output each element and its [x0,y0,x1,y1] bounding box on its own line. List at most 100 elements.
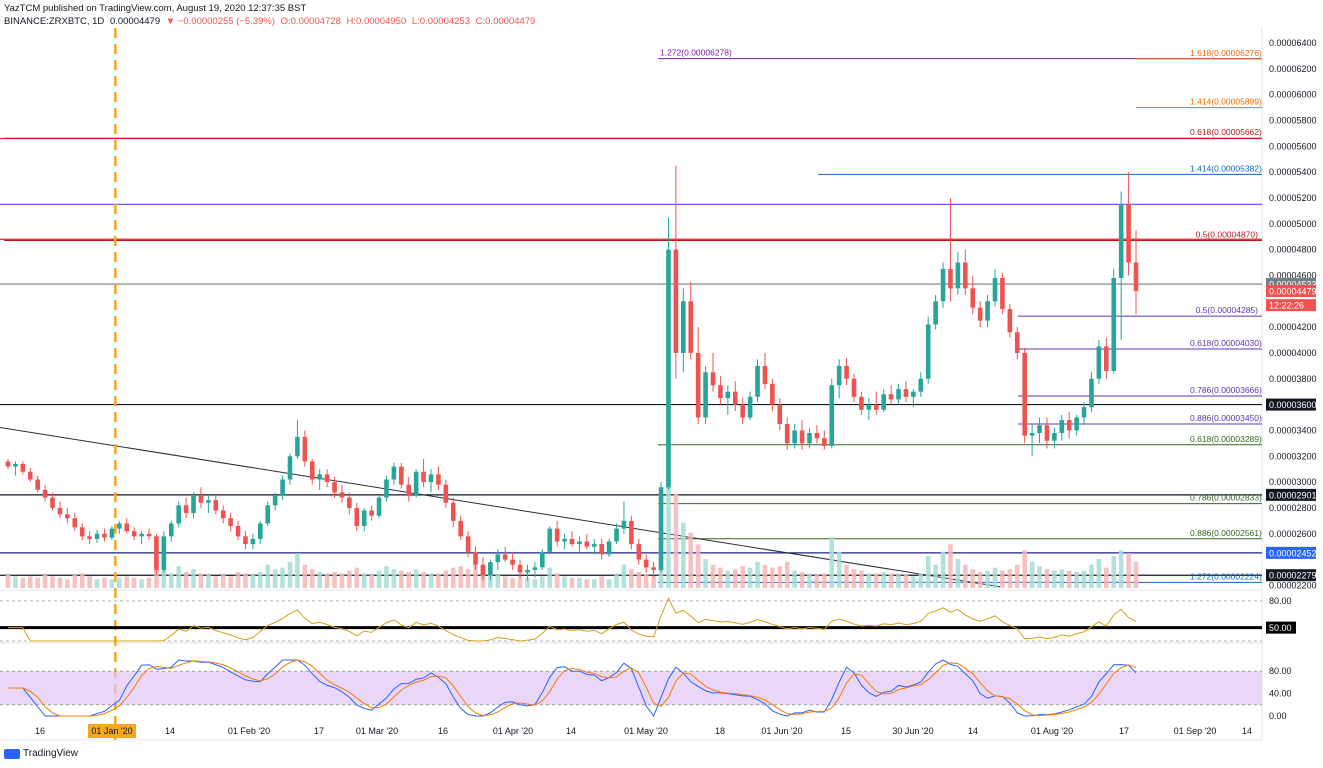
candle-body [651,567,656,570]
volume-bar [666,428,671,588]
candle-body [480,564,486,576]
candle-body [154,536,159,570]
volume-bar [421,572,426,588]
volume-bar [740,566,745,588]
candle-body [540,551,545,568]
volume-bar [50,576,55,588]
candle-body [822,438,827,446]
x-tick-label: 18 [715,726,725,736]
volume-bar [688,532,694,588]
volume-bar [725,570,731,588]
candle-body [955,262,961,289]
price-badge-bg [1266,546,1316,559]
volume-bar [213,576,219,588]
publisher-line: YazTCM published on TradingView.com, Aug… [4,3,307,14]
volume-bar [977,572,983,588]
candle-body [428,474,434,483]
volume-bar [681,522,686,588]
candle-body [317,474,322,480]
volume-bar [339,573,345,588]
volume-bar [317,572,322,588]
volume-bar [161,569,167,588]
x-tick-label: 14 [165,726,175,736]
candle-body [784,423,790,444]
volume-bar [1126,553,1131,588]
candle-body [584,541,590,547]
candle-body [361,510,367,526]
candle-body [102,533,107,538]
volume-bar [1000,570,1005,588]
volume-bar [94,579,100,588]
fib-level-label: 1.272(0.00006278) [660,48,732,58]
candle-body [72,518,78,528]
candle-body [502,554,508,560]
volume-bar [369,574,374,588]
candle-body [354,507,360,526]
symbol-label[interactable]: BINANCE:ZRXBTC, 1D [4,16,105,27]
candle-body [695,352,701,418]
volume-bar [859,570,864,588]
volume-bar [361,573,367,588]
price-badge-label: 0.00004479 [1269,287,1317,297]
volume-bar [13,576,18,588]
volume-bar [347,570,352,588]
candle-body [280,479,285,495]
candle-body [399,466,404,485]
volume-bar [569,577,575,588]
candle-body [109,528,115,538]
candle-body [881,394,886,410]
candle-body [183,505,189,514]
candle-body [87,536,92,539]
y-tick-label: 0.00003200 [1269,451,1317,461]
volume-bar [933,564,938,588]
candle-body [606,541,612,555]
volume-bar [836,551,842,588]
volume-bar [20,577,26,588]
volume-bar [391,569,397,588]
candle-body [970,288,976,308]
volume-bar [1052,570,1057,588]
volume-bar [673,493,679,588]
candle-body [1118,204,1124,278]
candle-body [940,268,946,302]
candle-body [562,538,567,542]
candle-body [213,500,219,511]
tradingview-brand[interactable]: TradingView [23,748,79,759]
fib-level-label: 0.886(0.00002561) [1190,528,1262,538]
volume-bar [629,569,634,588]
price-badge-label: 0.00003600 [1269,400,1317,410]
volume-bar [814,574,820,588]
price-badge-label: 0.00002279 [1269,571,1317,581]
price-chart[interactable]: 0.00006400 0.00006200 0.00006000 0.00005800… [0,0,1323,745]
volume-bar [42,574,48,588]
volume-bar [146,577,152,588]
volume-bar [376,570,382,588]
volume-bar [614,574,619,588]
x-tick-label: 16 [35,726,45,736]
candle-body [658,487,664,570]
candle-body [866,404,872,410]
volume-bar [183,572,189,588]
candle-body [1022,352,1027,436]
volume-bar [250,574,256,588]
candle-body [844,365,849,379]
candle-body [198,495,204,503]
x-tick-label: 01 Jan '20 [91,726,132,736]
candle-body [450,502,456,521]
candle-body [554,528,560,542]
volume-bar [72,574,78,588]
candle-body [421,471,426,483]
volume-bar [770,567,775,588]
volume-bar [458,566,463,588]
volume-bar [873,573,879,588]
candle-body [228,518,233,526]
volume-bar [1022,550,1027,588]
volume-bar [992,567,998,588]
volume-bar [354,567,360,588]
candle-body [146,533,152,537]
volume-bar [903,574,909,588]
y-tick-label: 0.00006000 [1269,90,1317,100]
fib-level-label: 1.414(0.00005899) [1190,97,1262,107]
candle-body [220,510,226,519]
volume-bar [925,556,931,588]
